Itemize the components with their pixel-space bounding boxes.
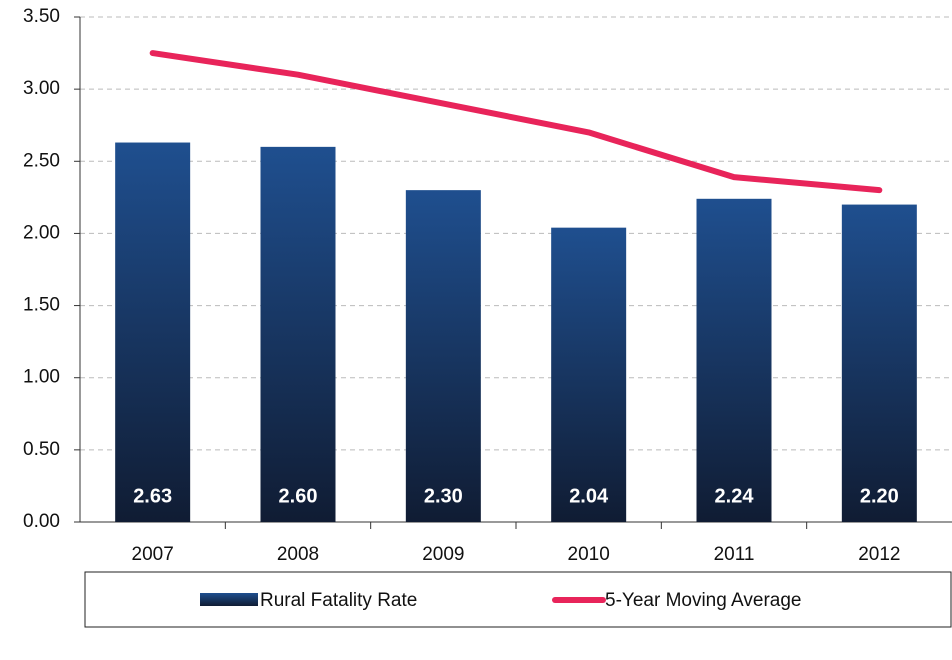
legend-swatch [200, 593, 258, 606]
x-tick-label: 2011 [714, 544, 755, 565]
x-tick-label: 2008 [277, 544, 319, 565]
data-label: 2.30 [424, 485, 463, 507]
data-label: 2.04 [569, 485, 609, 507]
y-tick-label: 1.50 [23, 295, 60, 316]
bar [405, 190, 481, 522]
y-tick-label: 1.00 [23, 367, 60, 388]
y-tick-label: 0.50 [23, 439, 60, 460]
x-tick-label: 2010 [568, 544, 610, 565]
x-tick-label: 2009 [422, 544, 464, 565]
legend-label: 5-Year Moving Average [605, 590, 801, 611]
legend-label: Rural Fatality Rate [260, 590, 417, 611]
data-label: 2.24 [715, 485, 755, 507]
data-label: 2.63 [133, 485, 172, 507]
data-label: 2.20 [860, 485, 899, 507]
y-tick-label: 0.00 [23, 511, 60, 532]
bar [115, 142, 191, 522]
bar [551, 227, 627, 522]
bar [696, 198, 772, 523]
x-tick-label: 2007 [132, 544, 174, 565]
bar [841, 204, 917, 523]
line [149, 50, 883, 194]
y-tick-label: 3.50 [23, 6, 60, 27]
data-label: 2.60 [279, 485, 318, 507]
bar [260, 146, 336, 522]
y-tick-label: 2.50 [23, 150, 60, 171]
y-tick-label: 2.00 [23, 222, 60, 243]
x-tick-label: 2012 [858, 544, 900, 565]
y-tick-label: 3.00 [23, 78, 60, 99]
